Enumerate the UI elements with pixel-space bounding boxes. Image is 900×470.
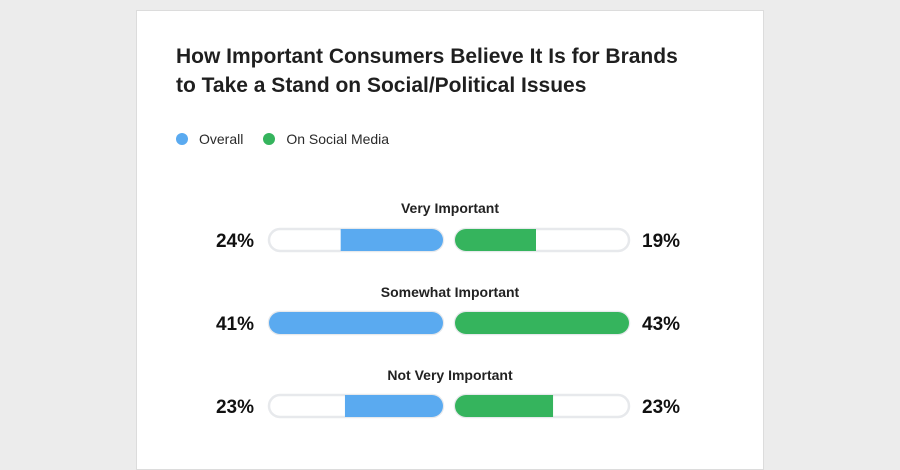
bar-social-media-not-very-important (455, 395, 554, 417)
value-label-overall-very-important: 24% (216, 231, 254, 252)
chart-card: How Important Consumers Believe It Is fo… (136, 10, 764, 470)
bar-social-media-somewhat-important (455, 312, 629, 334)
legend-swatch-social-media (263, 133, 276, 145)
value-label-social-media-somewhat-important: 43% (642, 314, 680, 335)
chart-title: How Important Consumers Believe It Is fo… (176, 42, 736, 100)
value-label-overall-somewhat-important: 41% (216, 314, 254, 335)
legend-label-overall: Overall (199, 131, 244, 147)
bar-overall-not-very-important (344, 395, 443, 417)
chart-title-line-2: to Take a Stand on Social/Political Issu… (176, 74, 587, 97)
bar-overall-very-important (340, 229, 443, 251)
value-label-overall-not-very-important: 23% (216, 397, 254, 418)
legend-item-social-media: On Social Media (263, 131, 389, 147)
value-label-social-media-not-very-important: 23% (642, 397, 680, 418)
chart-title-line-1: How Important Consumers Believe It Is fo… (176, 45, 678, 68)
legend-swatch-overall (176, 133, 188, 145)
butterfly-bar-chart: Very Important 24% 19% Somewhat Important 41… (216, 200, 680, 419)
legend: Overall On Social Media (176, 131, 409, 147)
bar-overall-somewhat-important (269, 312, 443, 334)
value-label-social-media-very-important: 19% (642, 231, 680, 252)
category-label-not-very-important: Not Very Important (387, 367, 513, 383)
bar-social-media-very-important (455, 229, 536, 251)
category-label-very-important: Very Important (401, 200, 499, 216)
category-label-somewhat-important: Somewhat Important (381, 284, 520, 300)
legend-label-social-media: On Social Media (286, 131, 390, 147)
legend-item-overall: Overall (176, 131, 243, 147)
